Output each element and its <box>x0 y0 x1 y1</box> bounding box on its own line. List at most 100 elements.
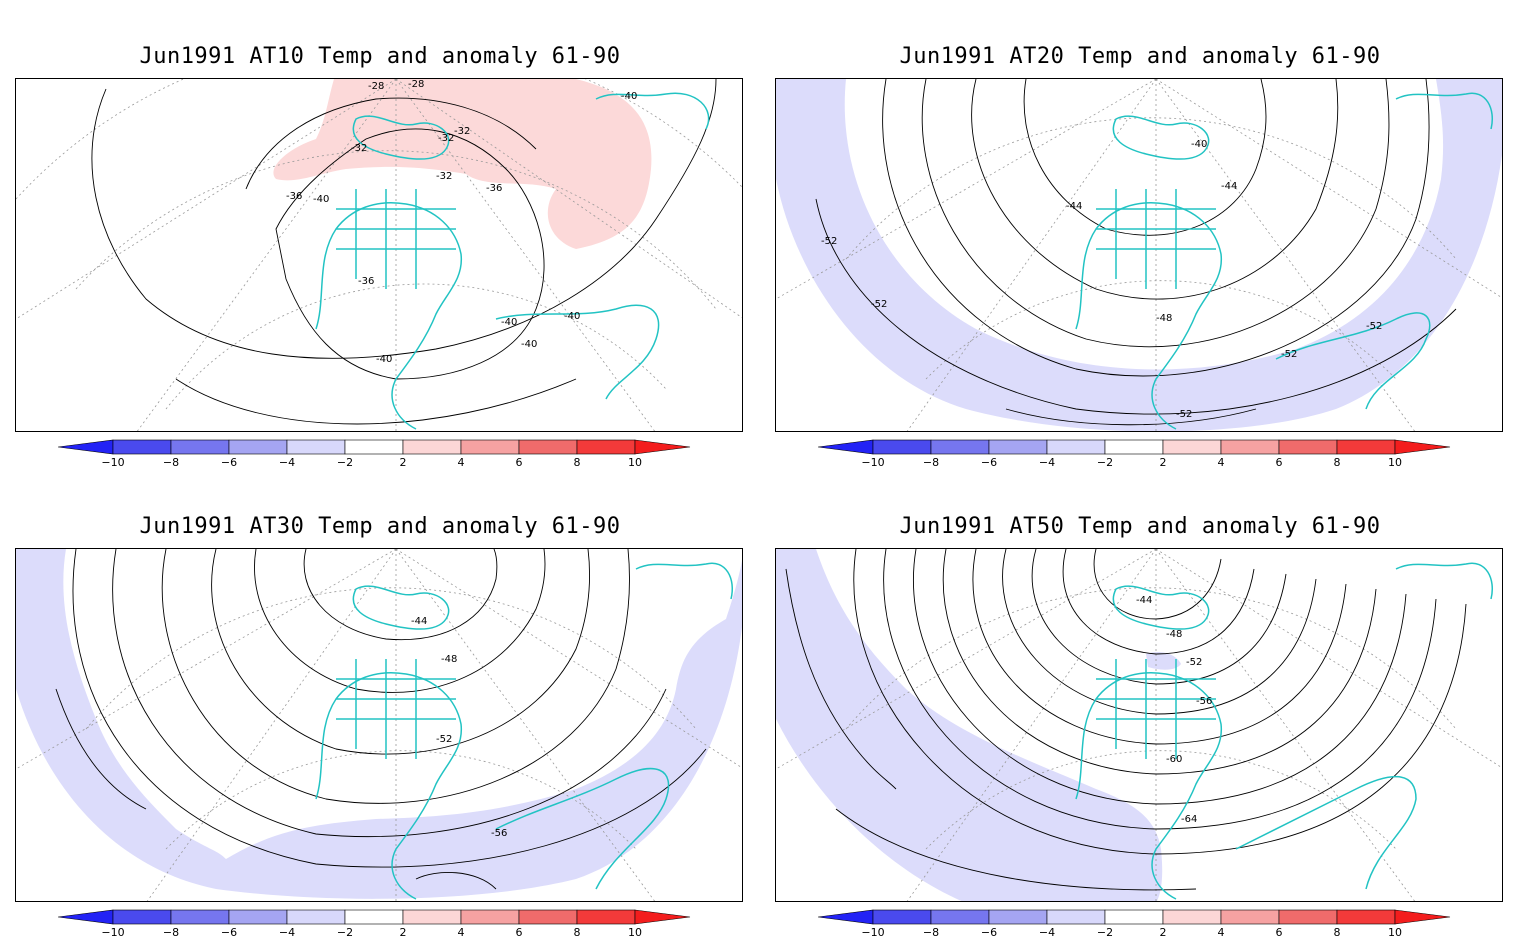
colorbar-arrow-high <box>634 909 691 925</box>
svg-text:-40: -40 <box>621 91 637 102</box>
colorbar-label: −4 <box>1039 926 1055 939</box>
panel-at10: Jun1991 AT10 Temp and anomaly 61-90 <box>0 0 760 470</box>
colorbar-box <box>170 909 230 925</box>
coastlines <box>315 92 710 430</box>
colorbar-box <box>1278 909 1338 925</box>
colorbar-box <box>402 909 462 925</box>
contour-labels: -40 -44 -44 -52 -52 -48 -52 -52 -52 <box>821 139 1382 420</box>
colorbar-box <box>1162 909 1222 925</box>
map-frame: -40 -44 -44 -52 -52 -48 -52 -52 -52 <box>775 78 1503 432</box>
map-svg: -44 -48 -52 -56 <box>16 549 742 901</box>
grid-lines <box>16 549 742 901</box>
svg-text:-40: -40 <box>1191 139 1207 150</box>
panel-title: Jun1991 AT10 Temp and anomaly 61-90 <box>139 44 621 69</box>
colorbar-box <box>1336 439 1396 455</box>
colorbar-label: −6 <box>221 926 237 939</box>
colorbar-arrow-high <box>634 439 691 455</box>
colorbar-box <box>170 439 230 455</box>
colorbar-box <box>1046 439 1106 455</box>
svg-text:-32: -32 <box>351 143 367 154</box>
anomaly-shading <box>16 549 742 899</box>
svg-text:-40: -40 <box>501 317 517 328</box>
colorbar-label: 4 <box>458 456 465 469</box>
anomaly-shading <box>273 79 652 249</box>
svg-text:-40: -40 <box>313 194 329 205</box>
colorbar-label: 10 <box>628 456 642 469</box>
panel-title: Jun1991 AT50 Temp and anomaly 61-90 <box>899 514 1381 539</box>
anomaly-shading <box>776 79 1502 431</box>
colorbar-box <box>1104 439 1164 455</box>
colorbar-label: 4 <box>1218 926 1225 939</box>
colorbar-label: −8 <box>163 926 179 939</box>
colorbar-label: 8 <box>574 456 581 469</box>
colorbar-arrow-high <box>1394 909 1451 925</box>
svg-text:-52: -52 <box>1281 349 1297 360</box>
colorbar-box <box>112 439 172 455</box>
svg-text:-48: -48 <box>1156 313 1172 324</box>
colorbar-box <box>112 909 172 925</box>
colorbar-svg: −10 −8 −6 −4 −2 2 4 6 8 10 <box>817 439 1451 469</box>
colorbar-label: −6 <box>221 456 237 469</box>
colorbar-box <box>988 909 1048 925</box>
colorbar-box <box>1162 439 1222 455</box>
colorbar-box <box>1046 909 1106 925</box>
grid-lines <box>776 549 1502 901</box>
svg-text:-44: -44 <box>1136 595 1152 606</box>
colorbar-box <box>930 439 990 455</box>
colorbar-box <box>344 439 404 455</box>
colorbar-box <box>286 909 346 925</box>
svg-text:-44: -44 <box>1066 201 1082 212</box>
colorbar-label: 6 <box>516 926 523 939</box>
colorbar-label: 10 <box>1388 456 1402 469</box>
svg-text:-36: -36 <box>286 191 302 202</box>
coastlines <box>315 562 733 900</box>
colorbar-arrow-low <box>57 909 114 925</box>
colorbar-label: −6 <box>981 456 997 469</box>
colorbar-label: −8 <box>163 456 179 469</box>
svg-text:-40: -40 <box>376 354 392 365</box>
grid-lines <box>16 79 742 431</box>
contour-labels: -28 -28 -40 -32 -32 -32 -32 -36 -36 -40 … <box>286 79 637 365</box>
svg-text:-52: -52 <box>871 299 887 310</box>
coastlines <box>1075 92 1493 430</box>
colorbar-box <box>518 439 578 455</box>
svg-text:-52: -52 <box>436 734 452 745</box>
colorbar-label: −10 <box>101 926 124 939</box>
map-svg: -28 -28 -40 -32 -32 -32 -32 -36 -36 -40 … <box>16 79 742 431</box>
svg-text:-52: -52 <box>1186 657 1202 668</box>
svg-text:-60: -60 <box>1166 754 1182 765</box>
colorbar-label: −2 <box>337 456 353 469</box>
colorbar-arrow-low <box>57 439 114 455</box>
svg-text:-32: -32 <box>438 133 454 144</box>
colorbar-label: −6 <box>981 926 997 939</box>
colorbar-box <box>1336 909 1396 925</box>
svg-text:-40: -40 <box>521 339 537 350</box>
colorbar-box <box>286 439 346 455</box>
panel-title: Jun1991 AT20 Temp and anomaly 61-90 <box>899 44 1381 69</box>
colorbar-box <box>228 439 288 455</box>
svg-text:-36: -36 <box>486 183 502 194</box>
colorbar-label: 4 <box>458 926 465 939</box>
map-frame: -28 -28 -40 -32 -32 -32 -32 -36 -36 -40 … <box>15 78 743 432</box>
colorbar-box <box>872 439 932 455</box>
colorbar-arrow-low <box>817 909 874 925</box>
colorbar-label: 2 <box>400 926 407 939</box>
colorbar-arrow-high <box>1394 439 1451 455</box>
colorbar-box <box>1104 909 1164 925</box>
contour-lines <box>55 549 707 890</box>
svg-text:-52: -52 <box>1366 321 1382 332</box>
colorbar-svg: −10 −8 −6 −4 −2 2 4 6 8 10 <box>57 439 691 469</box>
colorbar-arrow-low <box>817 439 874 455</box>
contour-labels: -44 -48 -52 -56 -60 -64 <box>1136 595 1212 825</box>
colorbar-label: 2 <box>1160 456 1167 469</box>
colorbar-box <box>988 439 1048 455</box>
svg-text:-48: -48 <box>1166 629 1182 640</box>
svg-text:-40: -40 <box>564 311 580 322</box>
coastlines <box>1075 562 1493 900</box>
svg-text:-36: -36 <box>358 276 374 287</box>
colorbar-label: 6 <box>1276 926 1283 939</box>
map-svg: -44 -48 -52 -56 -60 -64 <box>776 549 1502 901</box>
colorbar-box <box>1220 439 1280 455</box>
colorbar-label: −2 <box>337 926 353 939</box>
grid-lines <box>776 79 1502 431</box>
